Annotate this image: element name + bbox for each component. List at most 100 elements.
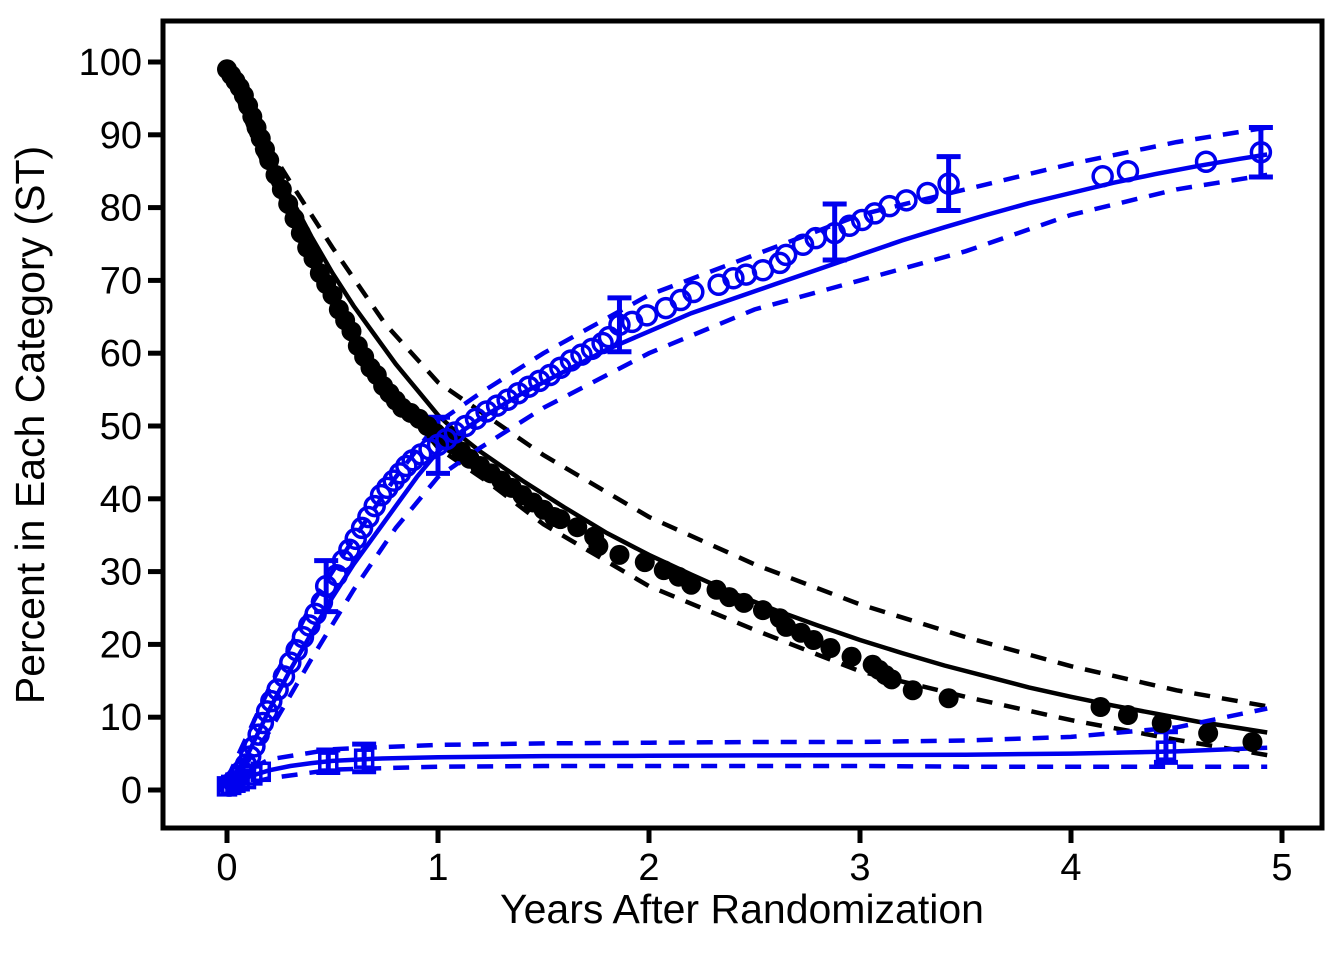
x-axis-title: Years After Randomization xyxy=(500,886,984,932)
data-point-open-square xyxy=(250,761,272,783)
black-fit-line-layer xyxy=(225,68,1268,735)
blue-squares-fit-line-layer xyxy=(226,745,1268,788)
blue-squares-fit-line xyxy=(226,745,1268,788)
data-point-filled-circle xyxy=(733,592,754,613)
data-point-open-circle xyxy=(298,614,321,637)
data-point-open-circle xyxy=(272,665,296,688)
blue-squares-ci-upper-layer xyxy=(225,706,1268,784)
data-point-open-circle xyxy=(1116,159,1140,183)
x-tick-label: 0 xyxy=(216,847,237,889)
data-point-open-circle xyxy=(838,214,861,238)
data-point-open-circle xyxy=(722,266,745,290)
data-point-filled-circle xyxy=(1242,731,1263,752)
data-point-open-square xyxy=(353,748,375,769)
data-point-open-circle xyxy=(260,689,283,713)
y-tick-label: 60 xyxy=(100,333,142,375)
y-tick-label: 50 xyxy=(100,406,142,448)
data-point-open-circle xyxy=(682,280,705,304)
x-tick-label: 3 xyxy=(849,847,870,889)
x-tick-label: 5 xyxy=(1271,847,1292,889)
data-point-filled-circle xyxy=(1198,723,1219,744)
data-point-filled-circle xyxy=(609,544,630,565)
data-point-open-circle xyxy=(395,454,418,478)
data-point-open-circle xyxy=(310,590,334,614)
data-point-filled-circle xyxy=(881,669,902,690)
data-point-filled-circle xyxy=(567,517,588,538)
y-tick-label: 80 xyxy=(100,188,142,230)
data-point-open-circle xyxy=(850,208,874,232)
data-point-open-circle xyxy=(774,243,798,267)
data-point-filled-circle xyxy=(634,552,655,573)
data-point-open-circle xyxy=(635,304,659,327)
data-point-open-circle xyxy=(266,678,289,701)
y-tick-label: 70 xyxy=(100,260,142,302)
data-point-open-circle xyxy=(247,723,270,746)
data-point-open-square xyxy=(229,771,250,792)
data-point-open-circle xyxy=(916,181,939,205)
data-point-filled-circle xyxy=(1090,697,1111,718)
blue-circles-ci-upper xyxy=(224,125,1268,781)
y-tick-label: 90 xyxy=(100,115,142,157)
data-point-open-circle xyxy=(791,233,815,256)
data-point-open-circle xyxy=(357,505,380,529)
black-ci-upper xyxy=(224,68,1268,709)
data-point-open-circle xyxy=(344,527,367,551)
data-point-open-circle xyxy=(279,651,302,674)
data-point-open-square xyxy=(318,751,339,772)
blue-circles-fit-line-layer xyxy=(225,152,1268,788)
data-point-open-circle xyxy=(338,538,361,562)
data-point-open-circle xyxy=(1091,165,1114,188)
data-point-open-circle xyxy=(895,189,918,212)
data-point-open-circle xyxy=(1194,150,1218,173)
blue-circles-ci-upper-layer xyxy=(224,125,1268,781)
data-point-open-circle xyxy=(243,735,266,758)
data-point-filled-circle xyxy=(550,509,571,530)
data-point-filled-circle xyxy=(841,646,862,667)
x-tick-label: 4 xyxy=(1060,847,1081,889)
plot-frame xyxy=(160,18,1325,831)
y-axis-ticks: 0 10 20 30 40 50 60 70 80 90 100 xyxy=(79,42,163,812)
data-point-open-square xyxy=(1155,740,1177,761)
data-point-open-circle xyxy=(251,711,275,735)
blue-squares-ci-lower xyxy=(226,763,1268,791)
data-point-open-circle xyxy=(331,549,355,572)
blue-circles-ci-lower xyxy=(225,172,1268,792)
data-point-filled-circle xyxy=(902,680,923,701)
y-tick-label: 30 xyxy=(100,552,142,594)
blue-open-squares-observed-layer xyxy=(216,740,1177,797)
y-tick-label: 20 xyxy=(100,624,142,666)
black-ci-lower-layer xyxy=(224,68,1268,758)
x-tick-label: 1 xyxy=(427,847,448,889)
data-point-filled-circle xyxy=(1151,713,1172,734)
y-tick-label: 100 xyxy=(79,42,142,84)
data-point-filled-circle xyxy=(752,600,773,621)
data-point-open-circle xyxy=(1249,141,1273,164)
data-point-filled-circle xyxy=(820,638,841,659)
data-point-open-circle xyxy=(608,313,631,337)
y-tick-label: 10 xyxy=(100,697,142,739)
data-point-filled-circle xyxy=(938,688,959,709)
black-ci-upper-layer xyxy=(224,68,1268,709)
blue-squares-ci-upper xyxy=(225,706,1268,784)
x-axis-ticks: 0 1 2 3 4 5 xyxy=(216,828,1293,889)
data-point-open-circle xyxy=(350,516,374,540)
data-point-filled-circle xyxy=(803,630,824,651)
data-point-filled-circle xyxy=(1117,705,1138,726)
y-axis-title: Percent in Each Category (ST) xyxy=(7,146,53,704)
blue-open-circles-observed-layer xyxy=(217,141,1273,797)
data-point-open-circle xyxy=(363,494,386,518)
black-fit-line xyxy=(225,68,1268,735)
y-tick-label: 0 xyxy=(121,770,142,812)
black-ci-lower xyxy=(224,68,1268,758)
data-point-open-circle xyxy=(937,172,960,195)
data-point-open-circle xyxy=(291,625,315,649)
blue-circles-ci-lower-layer xyxy=(225,172,1268,792)
y-tick-label: 40 xyxy=(100,479,142,521)
data-point-filled-circle xyxy=(588,536,609,557)
data-point-open-circle xyxy=(285,638,308,662)
data-point-open-circle xyxy=(255,700,279,723)
black-filled-circles-observed-layer xyxy=(217,59,1263,752)
